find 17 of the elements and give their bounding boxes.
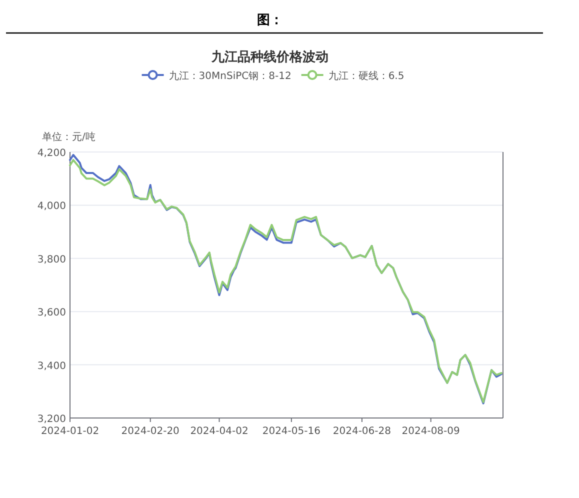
x-tick-label: 2024-04-02 bbox=[190, 426, 248, 437]
y-tick-label: 4,000 bbox=[37, 201, 66, 212]
y-tick-label: 3,800 bbox=[37, 254, 66, 266]
x-tick-label: 2024-06-28 bbox=[332, 426, 392, 437]
legend-label: 九江：30MnSiPC钢：8-12 bbox=[168, 70, 292, 82]
x-tick-label: 2024-02-20 bbox=[121, 426, 180, 437]
x-tick-label: 2024-05-16 bbox=[262, 426, 320, 437]
chart-subtitle: 图： bbox=[257, 13, 283, 28]
y-tick-label: 3,400 bbox=[37, 360, 66, 372]
y-tick-label: 3,600 bbox=[37, 308, 66, 319]
y-tick-label: 4,200 bbox=[37, 148, 66, 159]
x-tick-label: 2024-08-09 bbox=[402, 426, 460, 437]
chart-title: 九江品种线价格波动 bbox=[210, 50, 328, 65]
y-tick-label: 3,200 bbox=[37, 414, 66, 425]
x-tick-label: 2024-01-02 bbox=[40, 426, 100, 437]
legend-label: 九江：硬线：6.5 bbox=[328, 70, 404, 82]
y-axis-title: 单位：元/吨 bbox=[42, 131, 96, 143]
